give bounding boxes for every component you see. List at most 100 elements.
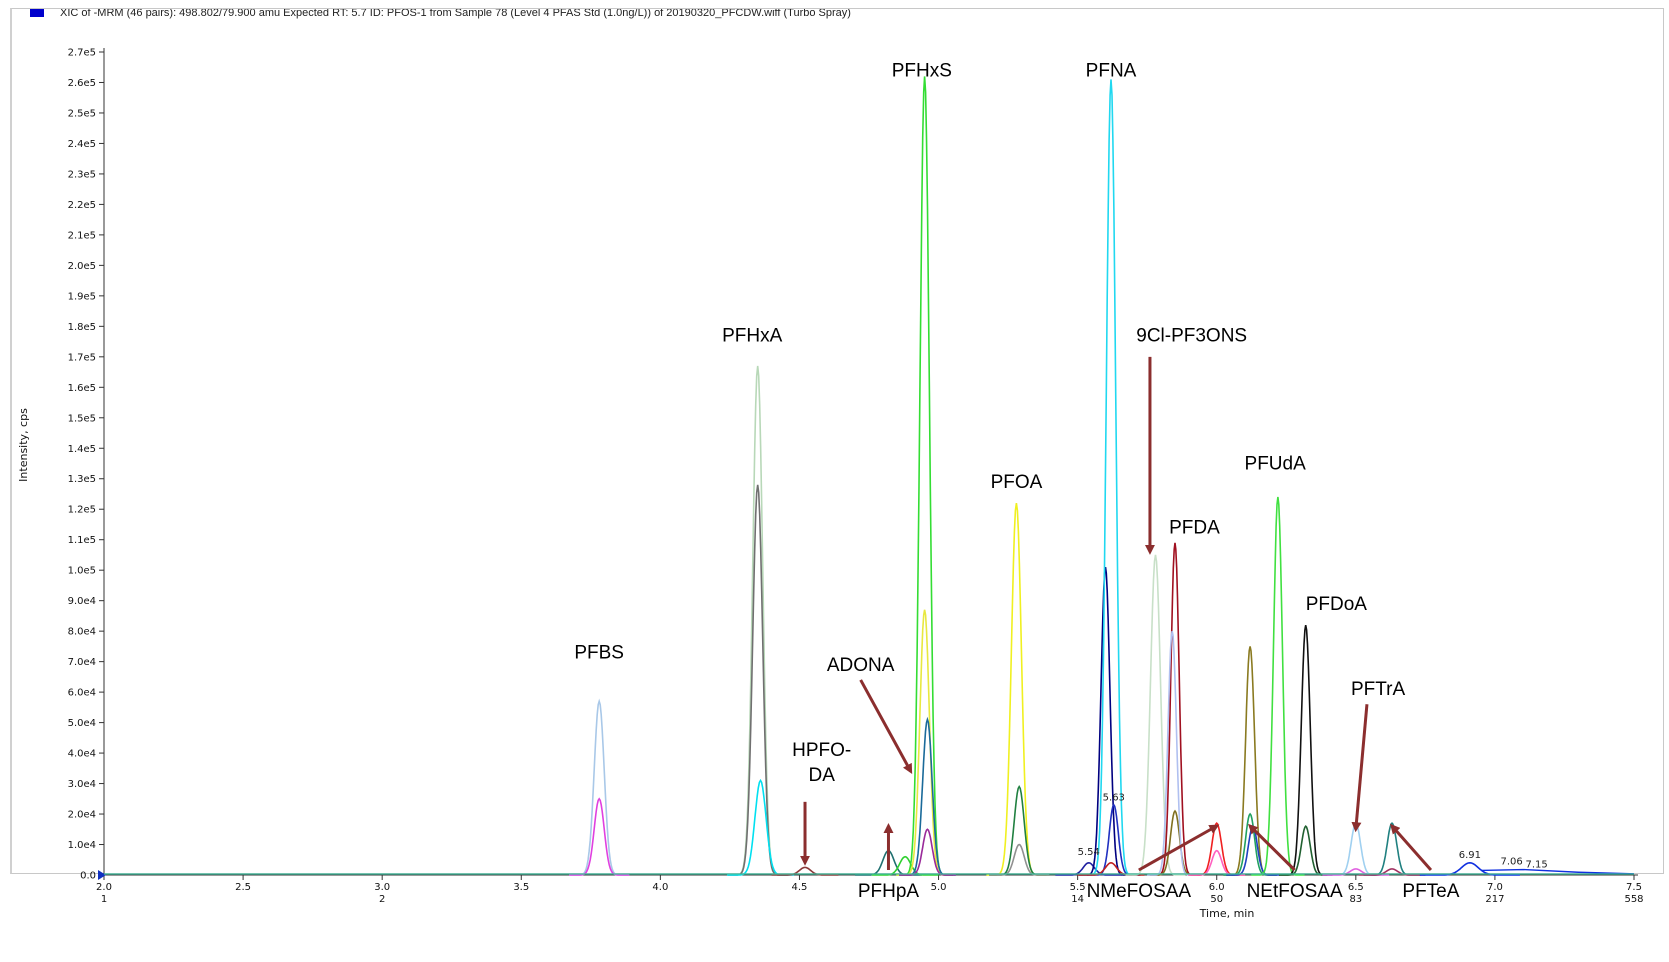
y-tick-label: 3.0e4 <box>68 779 96 790</box>
scan-number-label: 14 <box>1071 894 1084 905</box>
y-axis-label: Intensity, cps <box>17 408 30 482</box>
peak-label: PFNA <box>1086 60 1137 81</box>
x-tick-label: 4.5 <box>792 882 808 893</box>
retention-time-label: 5.63 <box>1103 792 1125 803</box>
x-tick-label: 5.5 <box>1070 882 1086 893</box>
y-tick-label: 0.0 <box>80 871 96 882</box>
y-tick-label: 2.7e5 <box>68 48 96 59</box>
trace-peak <box>1148 809 1202 876</box>
x-tick-label: 2.5 <box>235 882 251 893</box>
trace-peak <box>1147 630 1198 876</box>
peak-arrow <box>1351 704 1369 833</box>
y-tick-label: 1.5e5 <box>68 413 96 424</box>
x-tick-label: 7.0 <box>1487 882 1503 893</box>
peak-label: 9Cl-PF3ONS <box>1136 326 1247 347</box>
y-tick-label: 1.2e5 <box>68 505 96 516</box>
y-tick-label: 1.0e4 <box>68 840 96 851</box>
legend-swatch <box>30 9 44 17</box>
x-tick-label: 6.0 <box>1209 882 1225 893</box>
x-tick-label: 3.5 <box>513 882 529 893</box>
trace-peak <box>569 698 630 876</box>
retention-time-label: 6.91 <box>1459 850 1481 861</box>
peak-label: PFBS <box>574 643 624 664</box>
peak-label: PFOA <box>991 472 1043 493</box>
trace-peak <box>1188 822 1246 876</box>
x-axis-label: Time, min <box>1199 907 1255 920</box>
y-tick-label: 1.8e5 <box>68 322 96 333</box>
x-tick-label: 3.0 <box>374 882 390 893</box>
peak-arrow-below <box>1247 823 1296 872</box>
y-tick-label: 5.0e4 <box>68 718 96 729</box>
scan-number-label: 217 <box>1485 894 1504 905</box>
scan-number-label: 1 <box>101 894 107 905</box>
peak-label-below: PFHpA <box>858 881 920 902</box>
trace-peak <box>1226 825 1280 876</box>
trace-peak <box>1419 861 1520 876</box>
trace-peak <box>1055 861 1123 876</box>
y-tick-label: 1.0e5 <box>68 566 96 577</box>
scan-number-label: 83 <box>1349 894 1362 905</box>
y-tick-label: 2.0e4 <box>68 810 96 821</box>
y-tick-label: 6.0e4 <box>68 688 96 699</box>
trace-peak <box>989 784 1050 876</box>
y-tick-label: 4.0e4 <box>68 749 96 760</box>
y-tick-label: 2.0e5 <box>68 261 96 272</box>
x-tick-label: 6.5 <box>1348 882 1364 893</box>
retention-time-label: 7.15 <box>1526 859 1548 870</box>
trace-peak <box>1077 861 1145 876</box>
trace-peak <box>986 502 1047 876</box>
scan-number-label: 558 <box>1624 894 1643 905</box>
scan-number-label: 50 <box>1210 894 1223 905</box>
y-tick-label: 7.0e4 <box>68 657 96 668</box>
trace-peak <box>871 855 939 876</box>
peak-label: PFUdA <box>1245 454 1307 475</box>
x-origin-marker <box>98 870 106 880</box>
trace-peak <box>899 716 956 876</box>
retention-time-label: 5.54 <box>1078 847 1100 858</box>
y-tick-label: 9.0e4 <box>68 596 96 607</box>
y-tick-label: 1.9e5 <box>68 291 96 302</box>
peak-arrow-below <box>1389 823 1433 871</box>
peak-arrow <box>859 679 913 774</box>
trace-peak <box>771 866 839 876</box>
trace-peak <box>989 843 1050 876</box>
y-tick-label: 2.2e5 <box>68 200 96 211</box>
y-tick-label: 1.6e5 <box>68 383 96 394</box>
peak-label: ADONA <box>827 655 895 676</box>
peak-label-below: NEtFOSAA <box>1247 881 1343 902</box>
x-tick-label: 2.0 <box>96 882 112 893</box>
y-tick-label: 2.5e5 <box>68 108 96 119</box>
x-tick-label: 4.0 <box>652 882 668 893</box>
peak-label-below: NMeFOSAA <box>1087 881 1192 902</box>
labels: 5.54 5.63 6.91 7.06 7.15 PFBS PFHxA HPFO- DA ADON… <box>574 60 1547 902</box>
peak-label-below: PFTeA <box>1402 881 1459 902</box>
peak-label: PFHxA <box>722 326 783 347</box>
axes: 0.0 1.0e4 2.0e4 3.0e4 4.0e4 5.0e4 6.0e4 7.0e4 8.… <box>68 48 1644 906</box>
y-tick-label: 1.4e5 <box>68 444 96 455</box>
trace-peak <box>1251 496 1305 876</box>
peak-label: PFDoA <box>1306 594 1368 615</box>
trace-peak <box>569 797 630 876</box>
peak-label: DA <box>809 765 836 786</box>
scan-number-label: 2 <box>379 894 385 905</box>
trace-peak <box>727 778 794 876</box>
chart-header: XIC of -MRM (46 pairs): 498.802/79.900 a… <box>0 2 1669 24</box>
y-tick-label: 8.0e4 <box>68 627 96 638</box>
trace-tail <box>1480 868 1635 875</box>
y-tick-label: 2.3e5 <box>68 169 96 180</box>
trace-peak <box>899 828 956 876</box>
x-tick-label: 7.5 <box>1626 882 1642 893</box>
y-tick-label: 1.7e5 <box>68 352 96 363</box>
peak-label: PFTrA <box>1351 679 1406 700</box>
retention-time-label: 7.06 <box>1500 856 1522 867</box>
y-tick-label: 1.3e5 <box>68 474 96 485</box>
traces <box>104 76 1635 876</box>
y-tick-label: 2.6e5 <box>68 78 96 89</box>
peak-label: HPFO- <box>792 740 851 761</box>
trace-peak <box>1078 566 1133 876</box>
peak-label: PFDA <box>1169 518 1220 539</box>
trace-peak <box>1327 822 1385 876</box>
y-tick-label: 2.4e5 <box>68 139 96 150</box>
trace-peak <box>727 365 788 876</box>
